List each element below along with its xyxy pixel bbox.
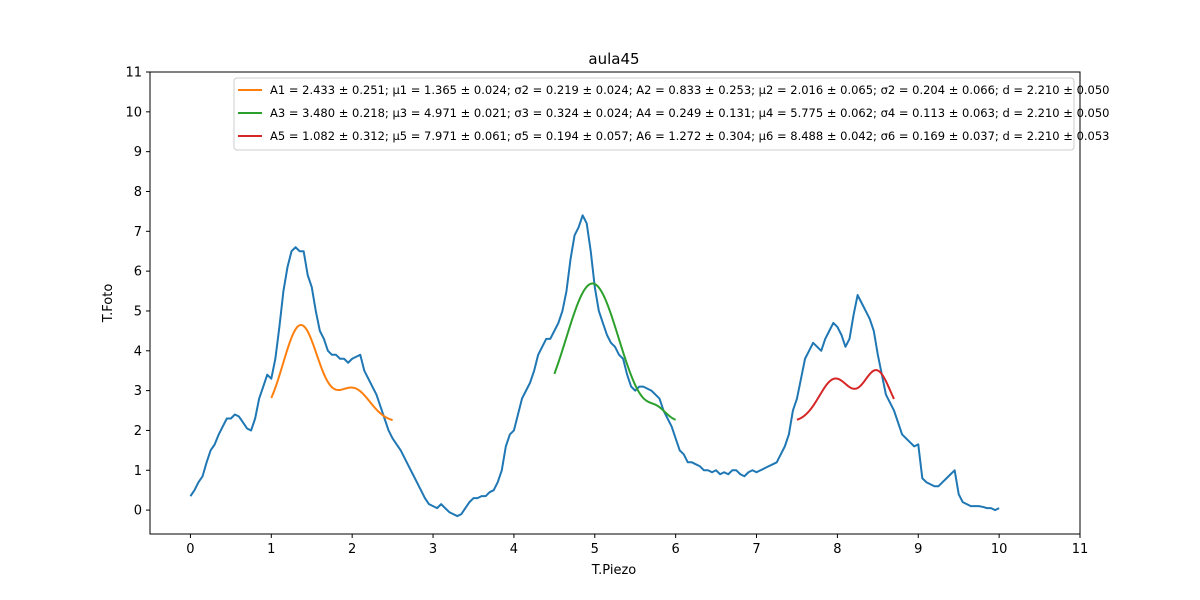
x-tick-label: 4 (510, 542, 518, 557)
y-axis: 0 1 2 3 4 5 6 7 8 9 10 11 (125, 66, 150, 519)
x-tick-label: 6 (672, 542, 680, 557)
x-tick-label: 9 (914, 542, 922, 557)
legend-label-1: A1 = 2.433 ± 0.251; μ1 = 1.365 ± 0.024; … (270, 83, 1110, 97)
legend-label-3: A5 = 1.082 ± 0.312; μ5 = 7.971 ± 0.061; … (270, 129, 1110, 143)
y-tick-label: 11 (125, 66, 142, 81)
y-tick-label: 8 (134, 185, 142, 200)
x-tick-label: 5 (591, 542, 599, 557)
y-tick-label: 2 (134, 424, 142, 439)
x-axis-label: T.Piezo (591, 563, 637, 578)
x-axis: 0 1 2 3 4 5 6 7 8 9 10 11 (186, 534, 1088, 557)
y-axis-label: T.Foto (101, 284, 116, 324)
y-tick-label: 4 (134, 344, 142, 359)
y-tick-label: 10 (125, 105, 142, 120)
y-tick-label: 7 (134, 225, 142, 240)
series-measured-line (189, 214, 1000, 518)
x-tick-label: 2 (348, 542, 356, 557)
x-tick-label: 8 (833, 542, 841, 557)
y-tick-label: 9 (134, 145, 142, 160)
fit-curve-3 (796, 369, 895, 421)
y-tick-label: 6 (134, 265, 142, 280)
chart-title: aula45 (588, 50, 639, 68)
y-tick-label: 5 (134, 304, 142, 319)
x-tick-label: 1 (267, 542, 275, 557)
x-tick-label: 11 (1072, 542, 1089, 557)
x-tick-label: 10 (991, 542, 1008, 557)
x-tick-label: 0 (186, 542, 194, 557)
y-tick-label: 1 (134, 464, 142, 479)
legend-label-2: A3 = 3.480 ± 0.218; μ3 = 4.971 ± 0.021; … (270, 106, 1110, 120)
legend: A1 = 2.433 ± 0.251; μ1 = 1.365 ± 0.024; … (233, 77, 1110, 151)
y-tick-label: 3 (134, 384, 142, 399)
plot-frame (149, 71, 1081, 535)
fit-curve-1 (270, 323, 393, 422)
x-tick-label: 7 (752, 542, 760, 557)
plot-area (189, 214, 1000, 518)
fit-curve-2 (553, 282, 677, 421)
y-tick-label: 0 (134, 504, 142, 519)
x-tick-label: 3 (429, 542, 437, 557)
legend-box (233, 77, 1075, 151)
